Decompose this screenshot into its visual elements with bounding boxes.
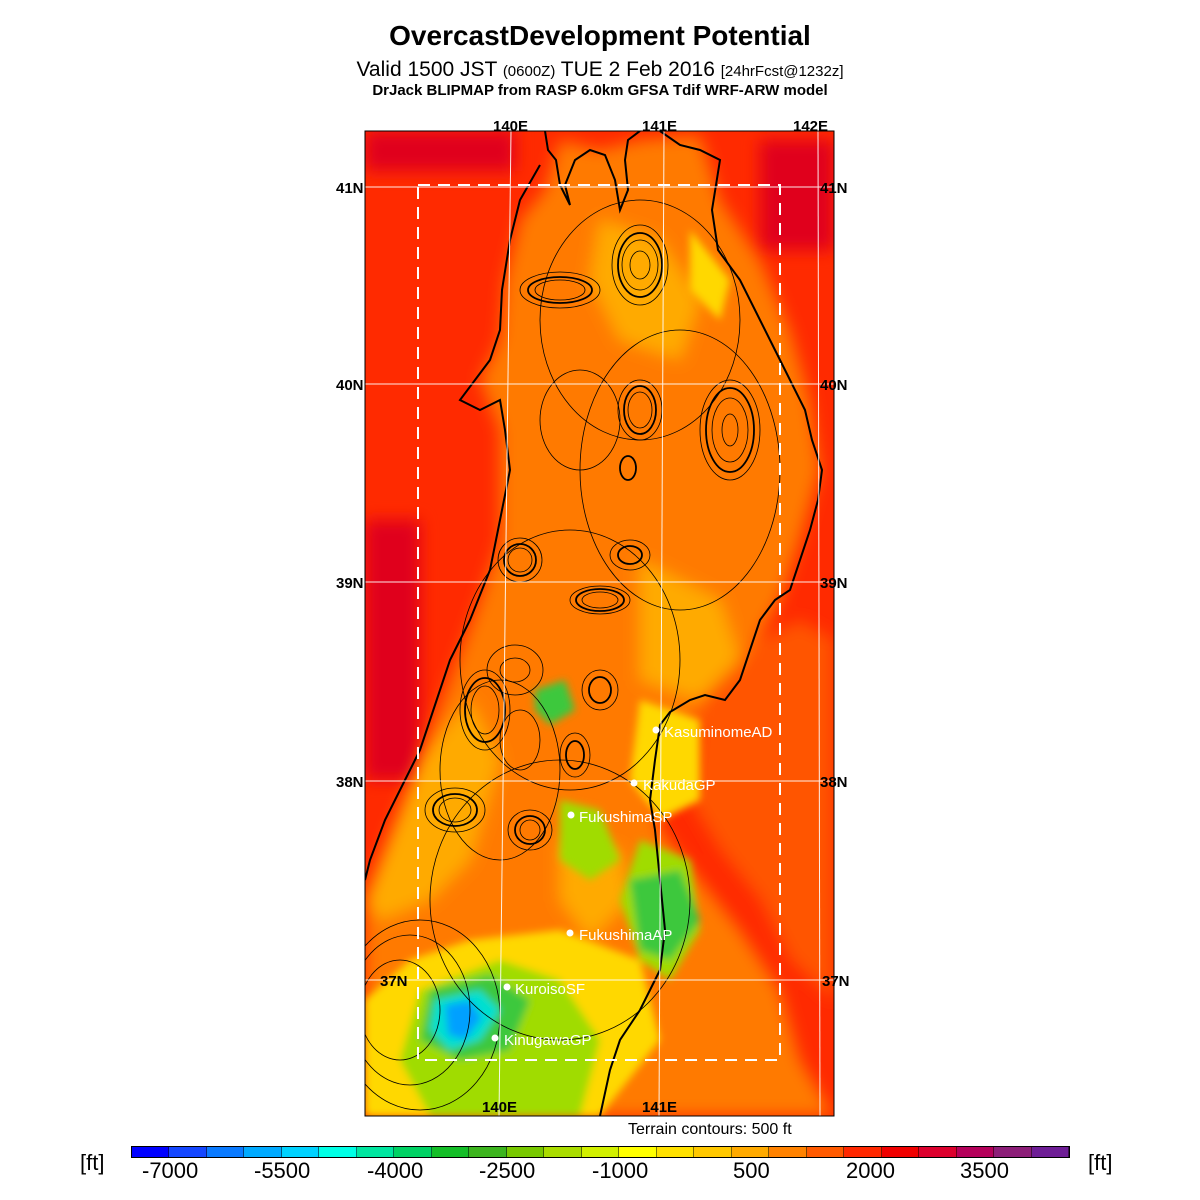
colorbar-swatch: [132, 1147, 170, 1157]
site-label-fukushima-sp: FukushimaSP: [579, 809, 672, 826]
site-dot-kuroiso[interactable]: [503, 983, 511, 991]
colorbar: [131, 1146, 1070, 1158]
site-label-kasuminome: KasuminomeAD: [664, 724, 773, 741]
colorbar-label: -7000: [142, 1158, 199, 1183]
colorbar-swatch: [206, 1147, 245, 1157]
site-label-kinugawa: KinugawaGP: [504, 1032, 592, 1049]
colorbar-swatch: [544, 1147, 582, 1157]
colorbar-swatch: [506, 1147, 545, 1157]
lat-label: 41N: [336, 180, 364, 197]
site-dot-fukushima-ap[interactable]: [566, 929, 574, 937]
site-label-kuroiso: KuroisoSF: [515, 981, 585, 998]
map-field: KasuminomeAD KakudaGP FukushimaSP Fukush…: [365, 131, 834, 1116]
lat-label: 37N: [822, 973, 850, 990]
lon-labels-bottom: 140E 141E: [482, 1099, 677, 1116]
lat-label: 37N: [380, 973, 408, 990]
lon-label: 142E: [793, 118, 828, 135]
forecast-run-text: [24hrFcst@1232z]: [720, 63, 844, 80]
site-markers: KasuminomeAD KakudaGP FukushimaSP Fukush…: [491, 724, 773, 1049]
lon-label: 140E: [482, 1099, 517, 1116]
lat-label: 38N: [820, 774, 848, 791]
site-label-fukushima-ap: FukushimaAP: [579, 927, 672, 944]
colorbar-label: -5500: [254, 1158, 311, 1183]
colorbar-label: -1000: [592, 1158, 649, 1183]
lon-label: 141E: [642, 118, 677, 135]
valid-time-text: Valid 1500 JST: [356, 58, 503, 81]
colorbar-unit-left: [ft]: [80, 1150, 105, 1175]
low-value-field: [365, 230, 730, 1116]
colorbar-label: -2500: [479, 1158, 536, 1183]
map-frame: [364, 130, 835, 1117]
colorbar-swatch: [319, 1147, 357, 1157]
terrain-contours-note: Terrain contours: 500 ft: [628, 1121, 792, 1138]
colorbar-swatch: [1031, 1147, 1070, 1157]
colorbar-swatch: [581, 1147, 620, 1157]
colorbar-swatch: [281, 1147, 320, 1157]
lat-label: 40N: [820, 377, 848, 394]
lon-label: 140E: [493, 118, 528, 135]
lat-label: 40N: [336, 377, 364, 394]
coastline: [365, 131, 824, 1116]
lat-label: 41N: [820, 180, 848, 197]
colorbar-swatch: [994, 1147, 1032, 1157]
model-description: DrJack BLIPMAP from RASP 6.0km GFSA Tdif…: [372, 82, 828, 99]
lat-lon-grid: [365, 131, 834, 1116]
colorbar-swatch: [694, 1147, 732, 1157]
colorbar-swatch: [919, 1147, 957, 1157]
colorbar-swatch: [881, 1147, 920, 1157]
lat-label: 39N: [820, 575, 848, 592]
site-dot-fukushima-sp[interactable]: [567, 811, 575, 819]
colorbar-swatch: [656, 1147, 695, 1157]
colorbar-swatch: [169, 1147, 207, 1157]
colorbar-swatch: [956, 1147, 995, 1157]
lon-label: 141E: [642, 1099, 677, 1116]
colorbar-label: 3500: [960, 1158, 1009, 1183]
date-text: TUE 2 Feb 2016: [555, 58, 721, 81]
colorbar-swatch: [806, 1147, 845, 1157]
colorbar-unit-right: [ft]: [1088, 1150, 1113, 1175]
colorbar-label: -4000: [367, 1158, 424, 1183]
colorbar-swatch: [731, 1147, 770, 1157]
chart-title: OvercastDevelopment Potential: [389, 20, 811, 51]
colorbar-label: 2000: [846, 1158, 895, 1183]
deep-sea-patches: [365, 131, 834, 780]
colorbar-swatch: [431, 1147, 470, 1157]
site-dot-kinugawa[interactable]: [491, 1034, 499, 1042]
lon-labels-top: 140E 141E 142E: [493, 118, 828, 135]
terrain-contours-bold: [432, 232, 755, 845]
utc-time-text: (0600Z): [502, 63, 556, 80]
site-dot-kakuda[interactable]: [630, 779, 638, 787]
colorbar-swatch: [394, 1147, 432, 1157]
site-dot-kasuminome[interactable]: [652, 726, 660, 734]
colorbar-swatch: [469, 1147, 507, 1157]
colorbar-label: 500: [733, 1158, 770, 1183]
inner-domain-boundary: [417, 184, 781, 1061]
valid-time-subtitle: Valid 1500 JST (0600Z) TUE 2 Feb 2016 [2…: [0, 58, 1200, 82]
terrain-contours: [365, 199, 781, 1111]
colorbar-swatch: [619, 1147, 657, 1157]
colorbar-swatch: [844, 1147, 882, 1157]
colorbar-swatch: [356, 1147, 395, 1157]
lat-labels-right: 41N 40N 39N 38N 37N: [820, 180, 850, 990]
lat-label: 38N: [336, 774, 364, 791]
colorbar-swatch: [244, 1147, 282, 1157]
lat-labels-left: 41N 40N 39N 38N 37N: [336, 180, 408, 990]
site-label-kakuda: KakudaGP: [643, 777, 716, 794]
lat-label: 39N: [336, 575, 364, 592]
colorbar-swatch: [769, 1147, 807, 1157]
